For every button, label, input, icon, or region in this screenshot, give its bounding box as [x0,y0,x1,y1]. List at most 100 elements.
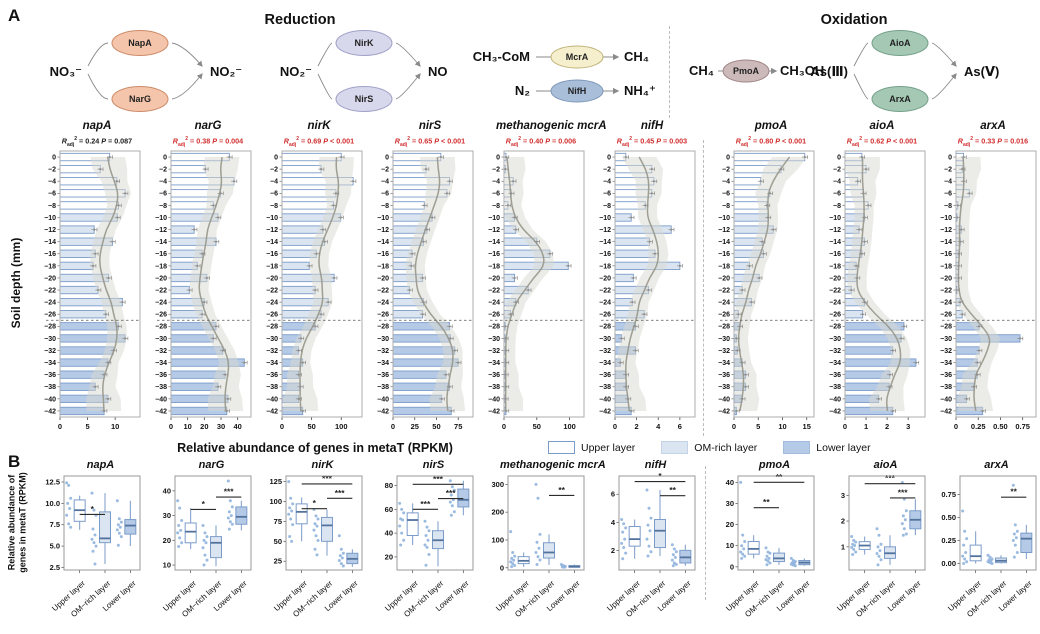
depth-tick-label: −32 [155,348,167,355]
data-point [900,522,904,526]
plot-border [614,150,696,418]
depth-tick-label: 0 [274,154,278,161]
bar [955,346,980,355]
y-axis: 20 40 60 80 [385,481,397,561]
depth-tick-label: −6 [159,191,167,198]
data-point [290,509,294,513]
depth-tick-label: −16 [266,251,278,258]
chart-stat: Radj2 = 0.69 P < 0.001 [256,134,364,148]
depth-tick-label: −22 [44,287,56,294]
depth-tick-label: −22 [377,287,389,294]
data-point [674,550,678,554]
data-point [427,529,431,533]
depth-chart-plot: 0 −2 −4 −6 −8 −10 −12 −14 −16 −18 −20 −22 −24 −26 −28 −… [155,150,252,431]
bar [392,201,425,210]
y-tick-label: 10.0 [45,499,60,508]
depth-tick-label: −14 [829,239,841,246]
box [295,503,308,525]
chart-title: pmoA [754,120,788,132]
data-point [227,527,231,531]
depth-chart-plot: 0 −2 −4 −6 −8 −10 −12 −14 −16 −18 −20 −22 −24 −26 −28 −… [44,150,141,431]
enzyme-label: PmoA [733,66,760,76]
data-point [288,506,292,510]
depth-tick-label: −2 [48,167,56,174]
depth-tick-label: −40 [266,396,278,403]
depth-tick-label: 0 [607,154,611,161]
error-dot [203,301,206,304]
stat-part: adj [852,141,860,148]
y-tick-label: 6 [611,490,615,499]
depth-tick-label: −16 [940,251,952,258]
stat-part: = 0.016 [1002,136,1029,146]
depth-tick-label: −22 [599,287,611,294]
error-dot [514,228,517,231]
bar [281,201,335,210]
error-dot [425,228,429,231]
error-dot [765,204,769,207]
box [747,540,760,555]
data-point [852,538,856,542]
data-point [179,528,183,532]
panel-a-label: A [8,6,21,25]
data-point [449,493,453,497]
y-tick-label: 40 [726,478,734,487]
data-point [879,542,883,546]
depth-tick-label: −18 [488,263,500,270]
trend-curve [198,156,230,412]
error-dot [624,385,627,388]
error-dot [449,337,452,340]
error-dot [968,192,971,195]
data-point [115,528,119,532]
y-tick-label: 12.5 [45,477,60,486]
data-point [423,543,427,547]
error-dot [103,409,106,413]
data-point [203,531,207,535]
x-axis: 0 50 100 [502,417,576,431]
y-tick-label: 1 [841,542,845,551]
enzyme-label: McrA [566,52,589,62]
x-axis: 0 10 20 30 40 [169,417,242,431]
data-point [674,562,678,566]
x-tick-label: 50 [307,422,315,431]
y-tick-label: 2 [611,546,615,555]
depth-tick-label: −34 [599,360,611,367]
plot-border [733,150,815,418]
data-point [742,547,746,551]
depth-tick-label: −30 [44,336,56,343]
stat-part: < 0.001 [780,136,807,146]
data-point [230,505,234,509]
box [210,536,222,559]
depth-tick-label: −22 [488,287,500,294]
depth-tick-label: 0 [52,154,56,161]
chart-title: methanogenic mcrA [496,120,607,132]
data-point [509,560,513,564]
data-point [671,553,675,557]
jitter-points [115,499,123,547]
pathway-methanogenesis: CH₃-CoM McrA CH₄ [473,45,649,69]
depth-tick-label: −10 [940,215,952,222]
data-point [877,554,881,558]
trend-group [86,156,132,411]
narg-oval [111,86,169,112]
x-tick-label: 75 [454,422,462,431]
data-point [339,547,343,551]
depth-tick-label: −14 [155,239,167,246]
error-dot [297,349,300,352]
error-dot [124,337,127,340]
depth-tick-label: −36 [488,372,500,379]
error-dot [877,397,880,400]
data-point [180,519,184,523]
depth-tick-label: −20 [599,275,611,282]
plot-border [170,150,252,418]
data-point [398,524,402,528]
data-point [990,562,994,566]
depth-tick-label: −10 [488,215,500,222]
error-dot [741,361,744,364]
depth-tick-label: −4 [944,179,952,186]
error-dot [888,385,891,388]
data-point [227,510,231,514]
significance-label: ** [776,472,783,482]
